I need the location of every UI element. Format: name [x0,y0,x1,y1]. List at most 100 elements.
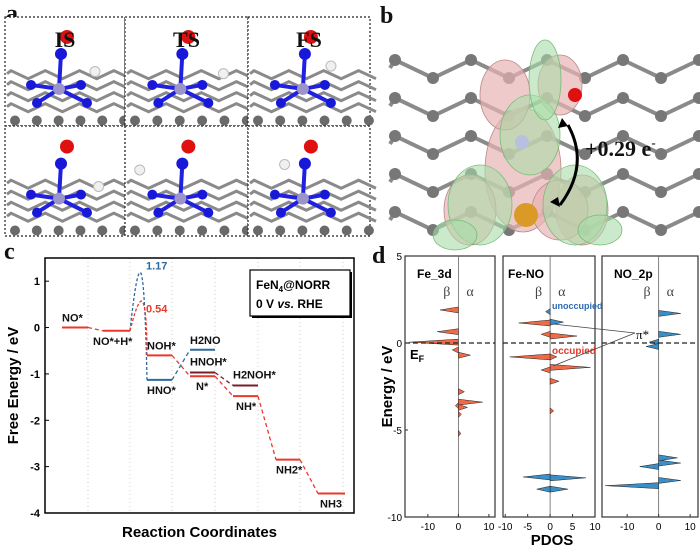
graphene-bond [126,90,255,103]
pdos-peak [458,388,466,396]
pdos-peak [549,377,560,385]
carbon-atom [97,115,108,126]
label-italic: vs. [277,297,294,311]
pi-star-pointer [552,332,636,367]
y-axis-label: Free Energy / eV [5,327,22,445]
subplot-title: Fe_3d [417,267,452,281]
nitrogen-atom [325,97,336,108]
pdos-peak [436,328,459,335]
pdos-peak [549,332,578,340]
carbon-atom [389,130,401,142]
carbon-atom [297,115,308,126]
nitrogen-atom [319,189,330,200]
carbon-atom [97,225,108,236]
carbon-atom [174,225,185,236]
oxygen-atom [303,139,318,154]
level-label: HNOH* [190,357,227,369]
y-tick-label: 0 [34,323,40,335]
subplot-frame [601,255,699,518]
spin-alpha-label: α [466,285,474,300]
connector-line [171,349,191,381]
pdos-peak [549,485,569,493]
x-tick-label: -5 [523,522,532,533]
pdos-peak [658,331,681,338]
transition-state-curve [129,271,148,380]
level-label: NH* [236,401,257,413]
level-label: N* [196,381,209,393]
hydrogen-atom [134,164,146,176]
carbon-atom [341,225,352,236]
carbon-atom [693,92,700,104]
carbon-atom [197,115,208,126]
connector-line [171,354,191,377]
pdos-peak [458,410,462,418]
pdos-peak [458,429,462,438]
nitrogen-atom [325,207,336,218]
x-tick-label: -10 [498,522,513,533]
graphene-bond [126,68,255,81]
pdos-peak [518,319,551,327]
carbon-atom [10,225,20,236]
nitrogen-atom [176,47,189,60]
nitrogen-atom [176,157,189,170]
carbon-atom [297,225,308,236]
pdos-peak [639,463,659,470]
level-label: H2NOH* [233,370,277,382]
nitrogen-atom [32,207,42,218]
carbon-atom [655,72,667,84]
hydrogen-atom [89,66,101,77]
connector-line [214,371,234,387]
column-title-is: IS [55,27,76,52]
carbon-atom [319,115,330,126]
carbon-atom [197,225,208,236]
pdos-peak [545,308,551,316]
y-axis-label: Energy / eV [379,346,396,428]
barrier-label: 0.54 [146,304,168,316]
panel-a: IS TS FS [4,16,377,237]
pdos-peak [454,402,459,410]
carbon-atom [389,54,401,66]
level-label: NH2* [276,465,303,477]
x-tick-label: -10 [620,522,635,533]
nitrogen-atom [26,189,36,200]
carbon-atom [341,115,352,126]
pdos-subplot: Fe_3d β α -10 0 10 5 0 -5 -10 [388,252,496,533]
carbon-atom [31,225,42,236]
pdos-peak [648,338,659,346]
carbon-atom [655,186,667,198]
pdos-peak [549,474,587,482]
pdos-peak [458,351,471,359]
fermi-level-label: EF [410,347,425,364]
connector-line [257,395,277,460]
charge-transfer-arrow [558,124,579,206]
graphene-bond [126,178,255,190]
nitrogen-atom [269,189,280,200]
graphene-bond [249,200,377,212]
panel-c-chart: 1 0 -1 -2 -3 -4 Free Energy / eV Reaction Coord… [5,257,355,541]
label-part: RHE [294,297,323,311]
y-tick-label: 1 [34,276,40,288]
subplot-title: NO_2p [614,267,653,281]
carbon-atom [693,54,700,66]
nitrogen-atom [26,79,36,90]
x-tick-label: 10 [685,522,697,533]
nitrogen-atom [298,157,311,170]
carbon-atom [219,115,230,126]
carbon-atom [363,115,374,126]
spin-beta-label: β [443,285,450,300]
carbon-atom [152,225,163,236]
y-tick-label: -1 [30,369,40,381]
pdos-subplot: NO_2p β α -10 0 10 [601,255,699,533]
nitrogen-atom [147,79,158,90]
iron-atom [53,82,65,95]
oxygen-atom [568,88,582,102]
graphene-bond [249,211,377,223]
pdos-peak [646,343,659,350]
pdos-peak [549,353,558,361]
x-tick-label: 10 [483,522,495,533]
graphene-bond [6,101,132,114]
graphene-bond [6,68,132,81]
nitrogen-atom [319,79,330,90]
hydrogen-atom [279,159,291,170]
